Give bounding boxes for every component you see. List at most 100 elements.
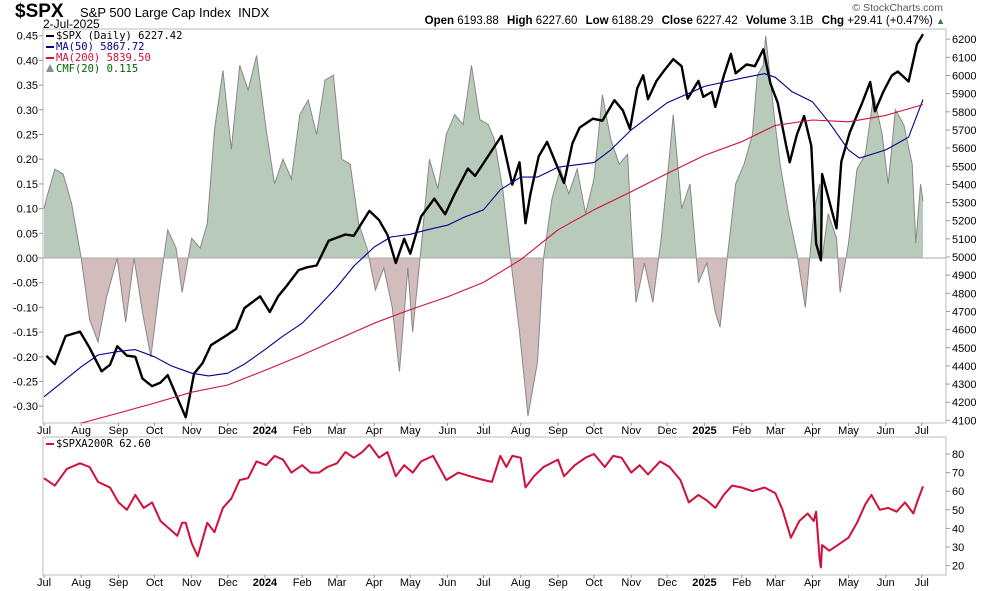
left-axis-label: -0.10 bbox=[13, 302, 38, 314]
lower-axis-label: 60 bbox=[952, 486, 964, 498]
right-axis-label: 4200 bbox=[952, 397, 976, 409]
quote-close: Close 6227.42 bbox=[661, 15, 738, 27]
lower-lines-layer bbox=[43, 443, 924, 569]
right-axis-label: 6100 bbox=[952, 52, 976, 64]
lower-axis-label: 40 bbox=[952, 523, 964, 535]
legend-swatch-spx bbox=[46, 35, 54, 37]
main-x-label: Jun bbox=[439, 425, 457, 437]
right-axis-label: 5600 bbox=[952, 143, 976, 155]
series-line-ma-50 bbox=[43, 73, 924, 398]
main-x-label: May bbox=[838, 425, 859, 437]
main-x-label: 2025 bbox=[692, 425, 716, 437]
quote-high: High 6227.60 bbox=[507, 15, 578, 27]
right-axis-label: 5300 bbox=[952, 198, 976, 210]
legend-spx: $SPX (Daily) 6227.42 bbox=[46, 31, 182, 42]
lower-x-label: Jul bbox=[37, 577, 51, 589]
symbol-title: $SPX bbox=[15, 1, 64, 22]
lower-x-label: Jul bbox=[915, 577, 929, 589]
left-axis-label: 0.25 bbox=[17, 130, 38, 142]
legend-swatch-spxa200r bbox=[46, 443, 54, 445]
legend-cmf: CMF(20) 0.115 bbox=[46, 64, 182, 75]
lower-x-label: Nov bbox=[621, 577, 641, 589]
right-axis-label: 4100 bbox=[952, 415, 976, 427]
series-line-ma-200 bbox=[79, 104, 924, 423]
quote-bar: Open 6193.88 High 6227.60 Low 6188.29 Cl… bbox=[425, 15, 945, 27]
right-axis-label: 4800 bbox=[952, 288, 976, 300]
right-axis-label: 5800 bbox=[952, 107, 976, 119]
main-x-label: Nov bbox=[182, 425, 202, 437]
main-x-label: Dec bbox=[657, 425, 677, 437]
left-axis-label: -0.30 bbox=[13, 401, 38, 413]
lower-axis-label: 70 bbox=[952, 468, 964, 480]
lower-x-label: Aug bbox=[71, 577, 91, 589]
cmf-outline bbox=[43, 35, 924, 417]
quote-open: Open 6193.88 bbox=[424, 15, 499, 27]
lower-x-label: Jun bbox=[877, 577, 895, 589]
lower-x-label: May bbox=[838, 577, 859, 589]
main-x-label: Jul bbox=[476, 425, 490, 437]
main-x-label: Dec bbox=[218, 425, 238, 437]
quote-volume: Volume 3.1B bbox=[745, 15, 814, 27]
main-x-label: Feb bbox=[732, 425, 751, 437]
stockcharts-watermark[interactable]: © StockCharts.com bbox=[852, 2, 943, 14]
cmf-positive-area bbox=[44, 35, 923, 258]
main-x-label: Sep bbox=[109, 425, 129, 437]
lower-x-label: Dec bbox=[218, 577, 238, 589]
exchange-label: INDX bbox=[238, 5, 270, 20]
price-lines-layer bbox=[43, 33, 925, 423]
right-axis-label: 4700 bbox=[952, 306, 976, 318]
main-x-label: Jul bbox=[37, 425, 51, 437]
lower-x-label: May bbox=[400, 577, 421, 589]
mountain-area-icon bbox=[46, 64, 54, 72]
up-triangle-icon: ▲ bbox=[936, 16, 945, 26]
main-x-label: Jul bbox=[915, 425, 929, 437]
legend-ma50: MA(50) 5867.72 bbox=[46, 42, 182, 53]
right-axis-label: 5500 bbox=[952, 161, 976, 173]
quote-low: Low 6188.29 bbox=[585, 15, 654, 27]
right-axis-label: 4900 bbox=[952, 270, 976, 282]
lower-x-label: Feb bbox=[293, 577, 312, 589]
left-axis-label: 0.30 bbox=[17, 105, 38, 117]
main-x-label: May bbox=[400, 425, 421, 437]
left-axis-label: 0.10 bbox=[17, 204, 38, 216]
lower-x-label: Sep bbox=[548, 577, 568, 589]
lower-x-label: Dec bbox=[657, 577, 677, 589]
axes-layer: 0.45 0.40 0.35 0.30 0.25 0.20 0.15 0.10 0.05 0.00… bbox=[13, 31, 977, 589]
main-x-label: Aug bbox=[71, 425, 91, 437]
left-axis-label: 0.15 bbox=[17, 179, 38, 191]
main-x-label: Mar bbox=[766, 425, 785, 437]
main-x-label: 2024 bbox=[253, 425, 278, 437]
lower-x-label: Jun bbox=[439, 577, 457, 589]
lower-x-label: Mar bbox=[766, 577, 785, 589]
main-x-label: Sep bbox=[548, 425, 568, 437]
lower-x-label: 2025 bbox=[692, 577, 716, 589]
cmf-area-layer bbox=[43, 35, 924, 417]
lower-x-label: Jul bbox=[476, 577, 490, 589]
main-x-label: Jun bbox=[877, 425, 895, 437]
lower-x-label: Apr bbox=[804, 577, 821, 589]
lower-axis-label: 80 bbox=[952, 449, 964, 461]
main-x-label: Feb bbox=[293, 425, 312, 437]
right-axis-label: 5100 bbox=[952, 234, 976, 246]
left-axis-label: 0.40 bbox=[17, 55, 38, 67]
lower-x-label: Feb bbox=[732, 577, 751, 589]
left-axis-label: 0.20 bbox=[17, 154, 38, 166]
lower-x-label: Nov bbox=[182, 577, 202, 589]
right-axis-label: 5400 bbox=[952, 179, 976, 191]
index-name: S&P 500 Large Cap Index INDX bbox=[80, 5, 269, 20]
right-axis-label: 5000 bbox=[952, 252, 976, 264]
left-axis-label: 0.45 bbox=[17, 31, 38, 43]
right-axis-label: 5700 bbox=[952, 125, 976, 137]
main-x-label: Nov bbox=[621, 425, 641, 437]
main-x-label: Apr bbox=[804, 425, 821, 437]
lower-x-label: Mar bbox=[328, 577, 347, 589]
right-axis-label: 6000 bbox=[952, 71, 976, 83]
legend-swatch-ma50 bbox=[46, 46, 54, 48]
chart-date: 2-Jul-2025 bbox=[43, 17, 100, 31]
legend-ma200: MA(200) 5839.50 bbox=[46, 53, 182, 64]
left-axis-label: 0.35 bbox=[17, 80, 38, 92]
index-full-name: S&P 500 Large Cap Index bbox=[80, 5, 231, 20]
legend-swatch-ma200 bbox=[46, 57, 54, 59]
main-legend: $SPX (Daily) 6227.42 MA(50) 5867.72 MA(2… bbox=[46, 31, 182, 75]
lower-panel-frame bbox=[42, 436, 947, 576]
